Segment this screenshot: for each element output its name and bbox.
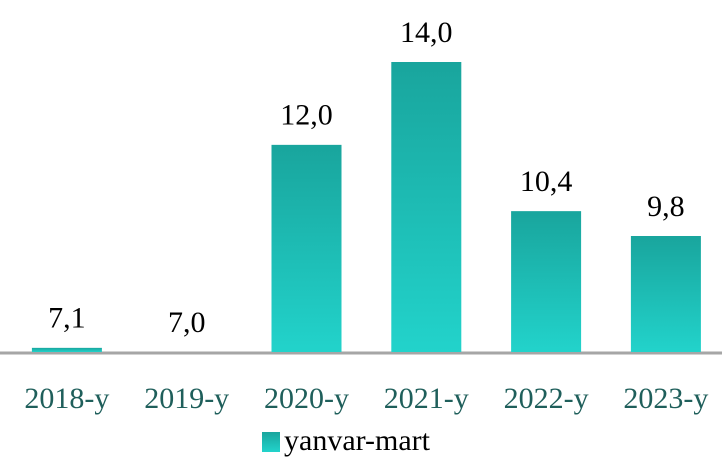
- value-label: 9,8: [647, 190, 685, 223]
- bar: [391, 62, 462, 352]
- bar: [271, 144, 342, 352]
- legend-swatch: [262, 432, 280, 452]
- value-label: 7,1: [48, 302, 86, 335]
- x-tick-label: 2020-y: [264, 382, 349, 415]
- value-label: 7,0: [168, 306, 206, 339]
- legend-label: yanvar-mart: [284, 424, 431, 457]
- value-label: 14,0: [400, 16, 453, 49]
- value-label: 12,0: [280, 99, 333, 132]
- bar: [31, 347, 102, 352]
- x-tick-label: 2018-y: [24, 382, 109, 415]
- value-label: 10,4: [520, 165, 573, 198]
- x-tick-label: 2023-y: [623, 382, 708, 415]
- bar: [630, 236, 701, 352]
- bar: [511, 211, 582, 352]
- x-tick-label: 2022-y: [504, 382, 589, 415]
- x-tick-label: 2019-y: [144, 382, 229, 415]
- x-tick-label: 2021-y: [384, 382, 469, 415]
